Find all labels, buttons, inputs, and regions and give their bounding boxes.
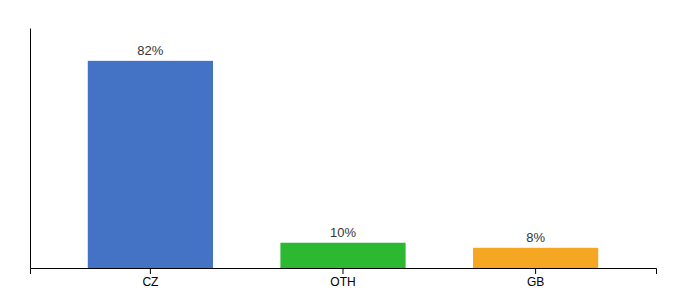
data-label: 10%	[330, 225, 356, 240]
x-tick: OTH	[330, 268, 355, 289]
x-tick-label: CZ	[142, 275, 158, 289]
plot-area: CZ OTH GB 82% 10% 8%	[31, 29, 657, 289]
data-label: 8%	[526, 230, 545, 245]
x-tick-mark	[343, 268, 344, 274]
data-label: 82%	[137, 43, 163, 58]
x-tick-mark	[535, 268, 536, 274]
x-tick-mark	[150, 268, 151, 274]
x-axis-line	[31, 269, 657, 275]
bar	[88, 61, 213, 268]
y-axis	[30, 29, 31, 269]
bar	[473, 248, 598, 268]
x-tick-label: GB	[527, 275, 544, 289]
bars	[88, 61, 598, 268]
y-axis-line	[30, 29, 31, 269]
x-tick: GB	[527, 268, 544, 289]
x-axis: CZ OTH GB	[31, 268, 657, 289]
data-labels: 82% 10% 8%	[137, 43, 545, 245]
chart: CZ OTH GB 82% 10% 8%	[0, 0, 680, 300]
bar	[280, 243, 405, 268]
x-tick-label: OTH	[330, 275, 355, 289]
x-tick: CZ	[142, 268, 158, 289]
